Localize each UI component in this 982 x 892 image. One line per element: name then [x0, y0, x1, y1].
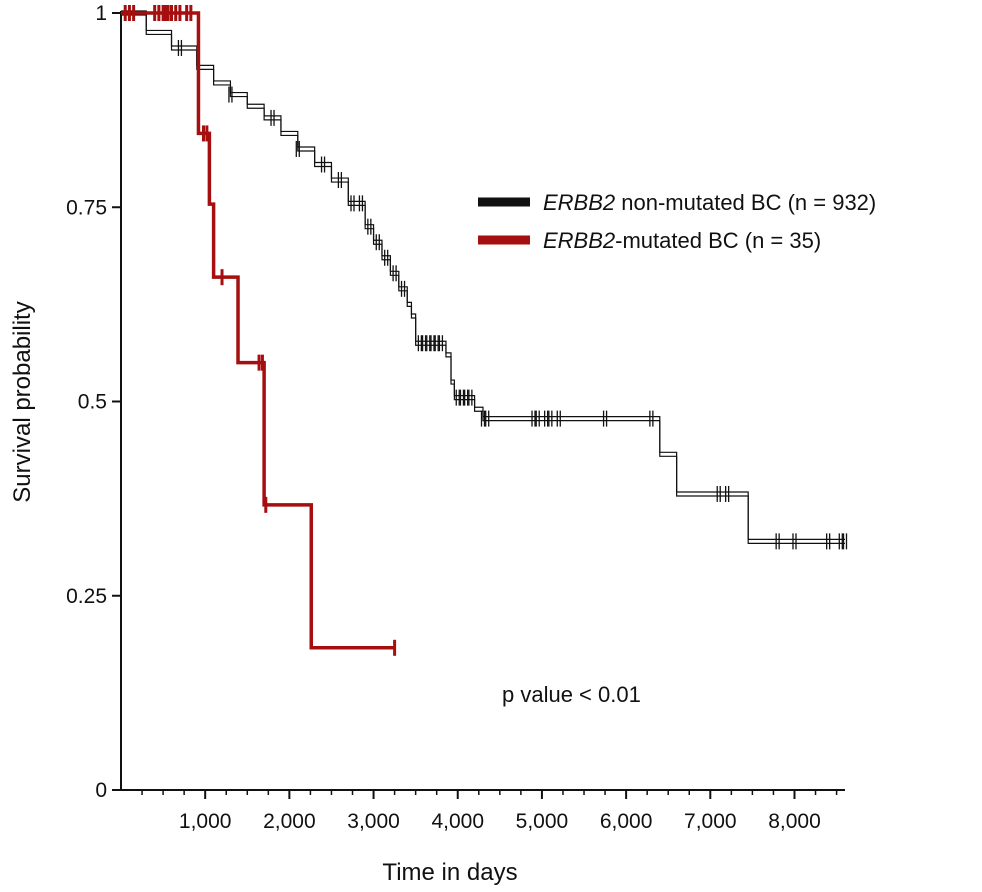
legend-gene-mutated: ERBB2 [543, 228, 615, 253]
y-tick-label: 1 [95, 2, 107, 25]
series-line [121, 11, 395, 650]
y-tick-label: 0 [95, 779, 107, 802]
survival-curves [121, 5, 848, 656]
legend: ERBB2 non-mutated BC (n = 932) ERBB2-mut… [478, 190, 876, 253]
y-tick-label: 0.25 [66, 585, 107, 608]
series-line-upper [121, 10, 845, 540]
legend-label-mutated: ERBB2-mutated BC (n = 35) [543, 228, 821, 253]
y-axis-title: Survival probability [9, 301, 36, 502]
p-value-annotation: p value < 0.01 [502, 682, 641, 707]
legend-label-non-mutated: ERBB2 non-mutated BC (n = 932) [543, 190, 876, 215]
legend-rest-non-mutated: non-mutated BC (n = 932) [615, 190, 876, 215]
series-1 [121, 5, 397, 656]
series-line-lower [121, 14, 845, 544]
legend-gene-non-mutated: ERBB2 [543, 190, 615, 215]
legend-rest-mutated: -mutated BC (n = 35) [615, 228, 821, 253]
x-tick-label: 3,000 [347, 810, 400, 833]
series-0 [121, 10, 848, 550]
x-tick-label: 4,000 [431, 810, 484, 833]
y-tick-label: 0.75 [66, 196, 107, 219]
x-tick-label: 5,000 [516, 810, 569, 833]
x-tick-label: 2,000 [263, 810, 316, 833]
x-tick-label: 7,000 [684, 810, 737, 833]
axes: 0 0.25 0.5 0.75 1 1,000 2,000 3,000 4,000 5,000 6,… [66, 2, 845, 833]
x-tick-label: 8,000 [768, 810, 821, 833]
x-tick-label: 1,000 [179, 810, 232, 833]
x-tick-label: 6,000 [600, 810, 653, 833]
y-tick-label: 0.5 [78, 391, 107, 414]
x-axis-title: Time in days [382, 859, 517, 886]
